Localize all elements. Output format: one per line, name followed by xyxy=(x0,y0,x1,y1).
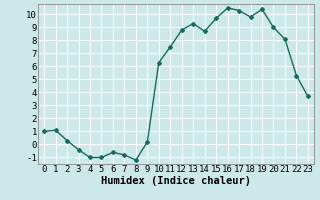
X-axis label: Humidex (Indice chaleur): Humidex (Indice chaleur) xyxy=(101,176,251,186)
